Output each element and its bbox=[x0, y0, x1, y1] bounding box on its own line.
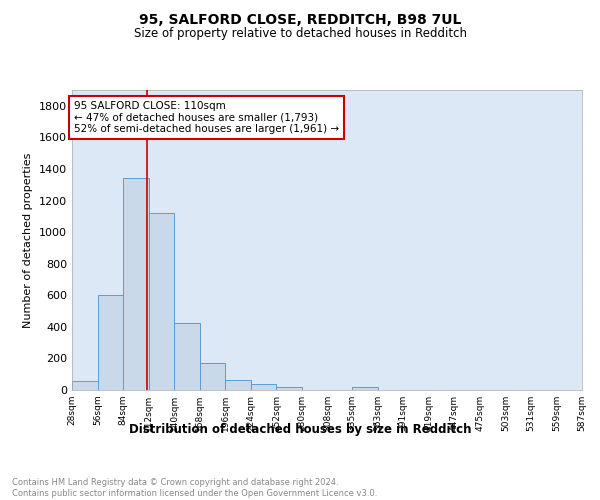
Text: 95, SALFORD CLOSE, REDDITCH, B98 7UL: 95, SALFORD CLOSE, REDDITCH, B98 7UL bbox=[139, 12, 461, 26]
Bar bbox=[149, 213, 174, 390]
Bar bbox=[72, 381, 98, 390]
Text: Contains HM Land Registry data © Crown copyright and database right 2024.
Contai: Contains HM Land Registry data © Crown c… bbox=[12, 478, 377, 498]
Text: 95 SALFORD CLOSE: 110sqm
← 47% of detached houses are smaller (1,793)
52% of sem: 95 SALFORD CLOSE: 110sqm ← 47% of detach… bbox=[74, 101, 339, 134]
Text: Distribution of detached houses by size in Redditch: Distribution of detached houses by size … bbox=[129, 422, 471, 436]
Bar bbox=[277, 387, 302, 390]
Bar bbox=[174, 323, 200, 390]
Text: Size of property relative to detached houses in Redditch: Size of property relative to detached ho… bbox=[133, 28, 467, 40]
Bar bbox=[352, 387, 377, 390]
Bar bbox=[98, 296, 123, 390]
Bar bbox=[200, 363, 225, 390]
Y-axis label: Number of detached properties: Number of detached properties bbox=[23, 152, 34, 328]
Bar bbox=[225, 380, 251, 390]
Bar bbox=[251, 384, 277, 390]
Bar bbox=[123, 178, 149, 390]
